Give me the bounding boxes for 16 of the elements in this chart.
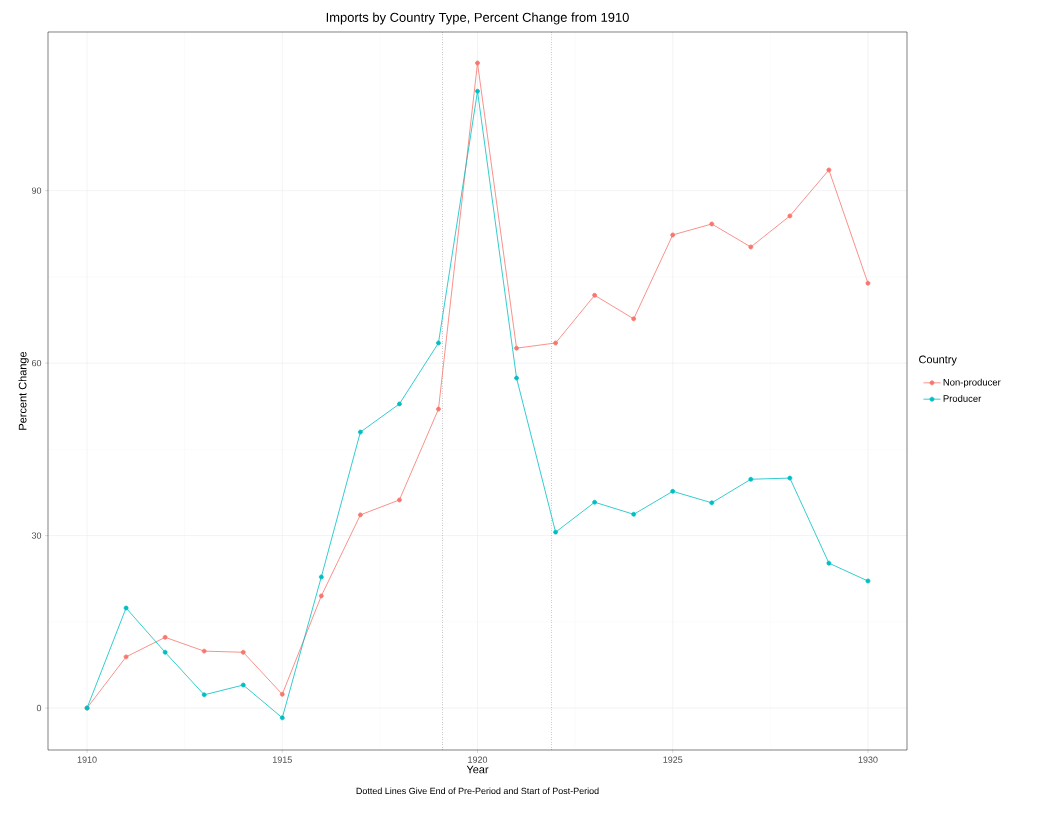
x-tick-label: 1915 xyxy=(272,756,292,763)
x-tick-label: 1910 xyxy=(77,756,97,763)
x-tick-label: 1920 xyxy=(468,756,488,763)
y-tick-label: 0 xyxy=(36,704,42,712)
chart-title: Imports by Country Type, Percent Change from 1910 xyxy=(326,12,629,25)
x-axis-title: Year xyxy=(466,765,489,774)
text: Dotted Lines Give End of Pre-Period and Start of Post-Period xyxy=(356,787,599,795)
legend-label: Producer xyxy=(943,394,982,402)
x-tick-label: 1930 xyxy=(858,756,878,763)
y-tick-label: 30 xyxy=(31,532,42,539)
x-tick-label: 1925 xyxy=(663,756,683,763)
y-axis-title: Percent Change xyxy=(18,351,29,430)
y-tick-label: 90 xyxy=(31,187,42,194)
y-tick-label: 60 xyxy=(31,359,42,367)
legend-title: Country xyxy=(919,355,957,366)
legend-label: Non-producer xyxy=(943,378,1001,388)
